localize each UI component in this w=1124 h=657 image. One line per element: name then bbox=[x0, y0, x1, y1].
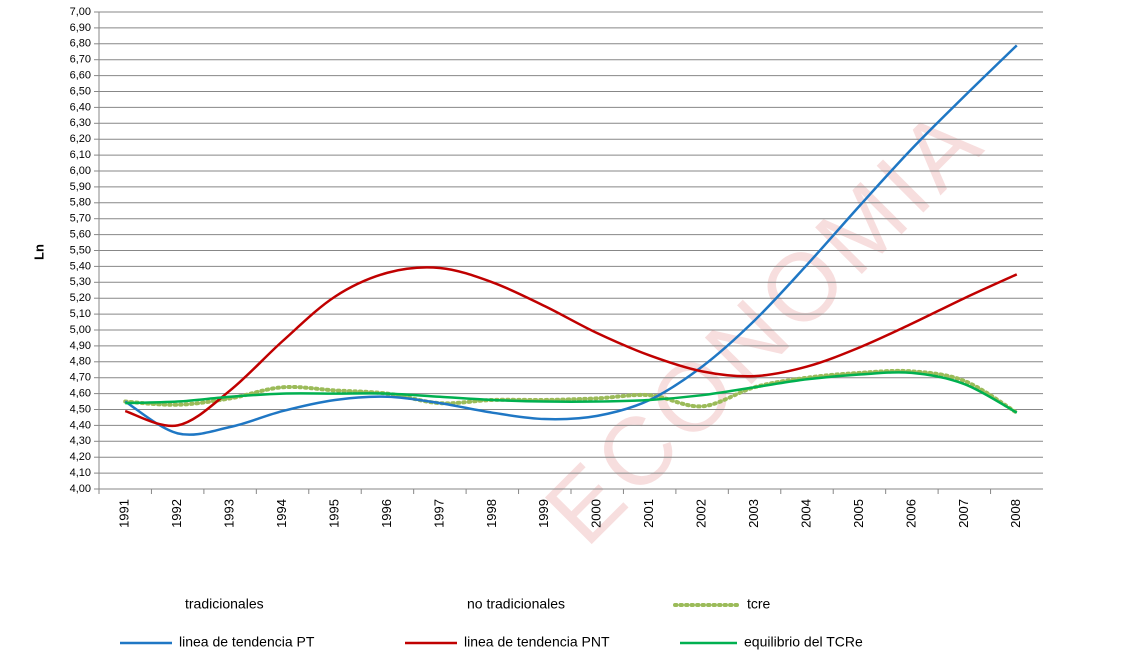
x-tick-label: 2008 bbox=[1008, 499, 1023, 528]
y-tick-label: 5,00 bbox=[70, 324, 91, 336]
y-tick-label: 5,80 bbox=[70, 197, 91, 209]
y-tick-label: 5,70 bbox=[70, 213, 91, 225]
x-tick-label: 1995 bbox=[326, 499, 341, 528]
y-tick-label: 7,00 bbox=[70, 6, 91, 18]
x-tick-label: 2002 bbox=[694, 499, 709, 528]
y-tick-label: 4,20 bbox=[70, 451, 91, 463]
y-axis-label: Ln bbox=[31, 244, 46, 260]
y-tick-label: 4,40 bbox=[70, 419, 91, 431]
y-tick-label: 5,30 bbox=[70, 276, 91, 288]
legend-label: tcre bbox=[747, 596, 771, 612]
y-tick-label: 6,00 bbox=[70, 165, 91, 177]
x-tick-label: 1993 bbox=[222, 499, 237, 528]
y-tick-label: 5,90 bbox=[70, 181, 91, 193]
y-tick-label: 4,30 bbox=[70, 435, 91, 447]
y-tick-label: 6,20 bbox=[70, 133, 91, 145]
x-tick-label: 2000 bbox=[589, 499, 604, 528]
x-tick-label: 1999 bbox=[536, 499, 551, 528]
y-tick-label: 6,50 bbox=[70, 85, 91, 97]
x-tick-label: 1994 bbox=[274, 499, 289, 528]
x-tick-label: 2003 bbox=[746, 499, 761, 528]
y-tick-label: 5,50 bbox=[70, 244, 91, 256]
x-tick-label: 1996 bbox=[379, 499, 394, 528]
x-tick-label: 2004 bbox=[798, 499, 813, 528]
y-tick-label: 5,10 bbox=[70, 308, 91, 320]
y-tick-label: 6,30 bbox=[70, 117, 91, 129]
x-tick-label: 1997 bbox=[431, 499, 446, 528]
legend-label: linea de tendencia PNT bbox=[464, 634, 610, 650]
legend-label: tradicionales bbox=[185, 596, 264, 612]
y-tick-label: 4,50 bbox=[70, 403, 91, 415]
y-tick-label: 6,10 bbox=[70, 149, 91, 161]
y-tick-label: 5,20 bbox=[70, 292, 91, 304]
y-tick-label: 6,70 bbox=[70, 54, 91, 66]
y-tick-label: 4,60 bbox=[70, 388, 91, 400]
x-tick-label: 1992 bbox=[169, 499, 184, 528]
y-tick-label: 4,90 bbox=[70, 340, 91, 352]
x-tick-label: 2006 bbox=[903, 499, 918, 528]
series-line bbox=[125, 371, 1018, 414]
x-tick-label: 2001 bbox=[641, 499, 656, 528]
y-tick-label: 4,10 bbox=[70, 467, 91, 479]
series-line bbox=[124, 44, 1018, 436]
y-tick-label: 6,90 bbox=[70, 22, 91, 34]
series-line bbox=[124, 266, 1018, 428]
y-tick-label: 6,40 bbox=[70, 101, 91, 113]
legend-label: linea de tendencia PT bbox=[179, 634, 315, 650]
series-line bbox=[123, 368, 1019, 415]
x-tick-label: 1991 bbox=[117, 499, 132, 528]
y-tick-label: 4,70 bbox=[70, 372, 91, 384]
legend-label: equilibrio del TCRe bbox=[744, 634, 863, 650]
x-tick-label: 1998 bbox=[484, 499, 499, 528]
x-tick-label: 2005 bbox=[851, 499, 866, 528]
watermark: ECONOMIA bbox=[525, 85, 1004, 564]
y-tick-label: 6,60 bbox=[70, 70, 91, 82]
y-tick-label: 4,80 bbox=[70, 356, 91, 368]
y-tick-label: 5,40 bbox=[70, 260, 91, 272]
x-tick-label: 2007 bbox=[956, 499, 971, 528]
legend-label: no tradicionales bbox=[467, 596, 565, 612]
y-tick-label: 5,60 bbox=[70, 229, 91, 241]
y-tick-label: 6,80 bbox=[70, 38, 91, 50]
y-tick-label: 4,00 bbox=[70, 483, 91, 495]
